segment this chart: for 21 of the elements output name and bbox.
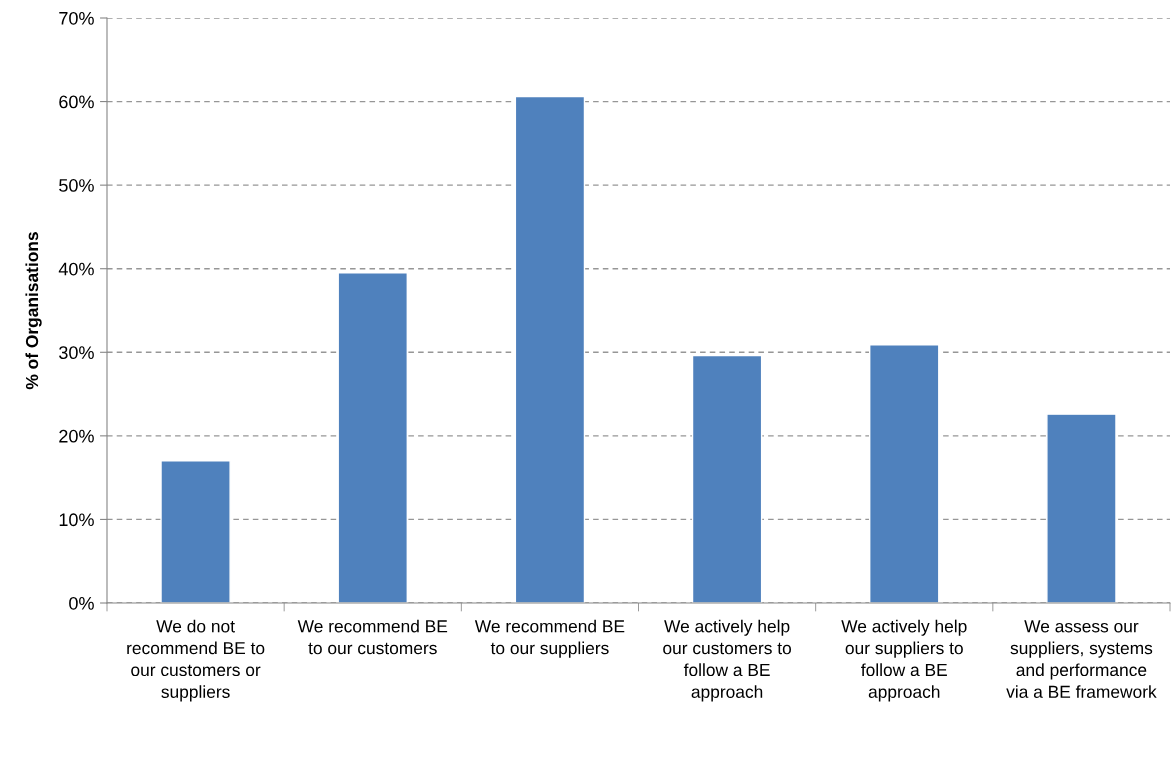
y-tick-label: 20% [59, 429, 94, 443]
x-tick-label: We do not recommend BE to our customers or suppliers [127, 619, 265, 702]
bar [1046, 413, 1117, 603]
bar [160, 460, 231, 603]
bar [337, 272, 408, 603]
x-tick-label: We recommend BE to our suppliers [474, 619, 625, 658]
y-tick-label: 10% [59, 513, 94, 527]
y-tick-label: 50% [59, 179, 94, 192]
y-tick-label: 70% [59, 11, 94, 25]
y-axis-title: % of Organisations [25, 232, 42, 390]
x-tick-label: We actively help our customers to follow a BE approach [663, 619, 792, 702]
x-tick-label: We actively help our suppliers to follow a BE approach [841, 619, 967, 702]
bar [514, 95, 586, 603]
x-tick-label: We recommend BE to our customers [297, 619, 448, 655]
y-tick-label: 60% [59, 95, 94, 109]
y-tick-label: 40% [58, 262, 94, 276]
bar [869, 344, 940, 603]
y-tick-label: 30% [59, 346, 94, 360]
y-tick-label: 0% [69, 596, 94, 610]
bar [691, 354, 763, 603]
x-tick-label: We assess our suppliers, systems and performance via a BE framework [1006, 620, 1157, 698]
